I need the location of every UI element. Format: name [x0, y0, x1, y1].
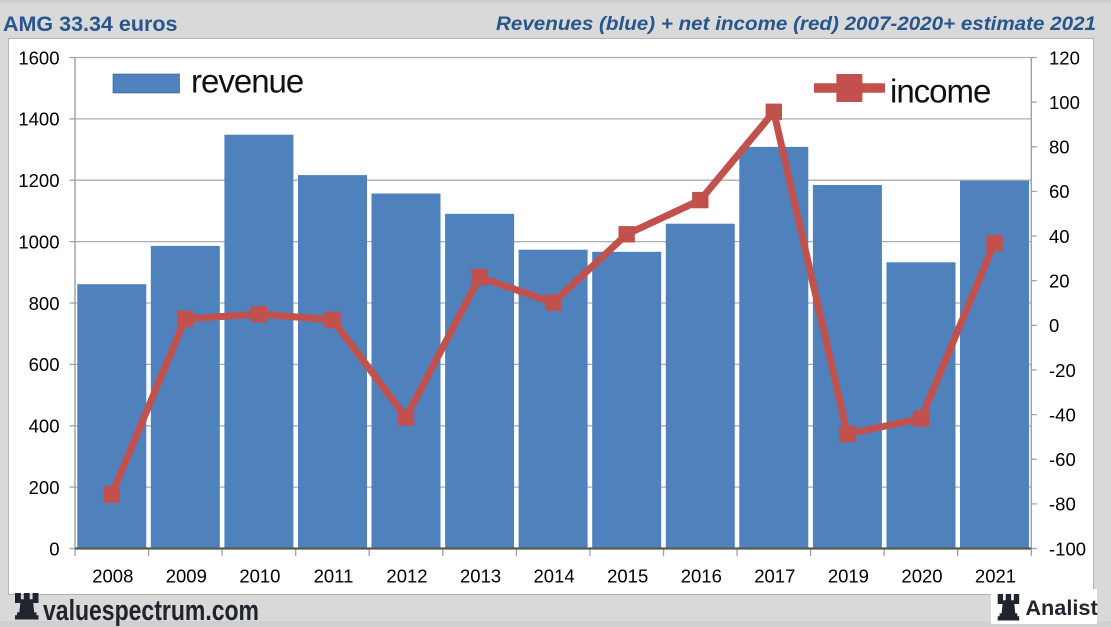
svg-text:20: 20 — [1049, 271, 1070, 292]
svg-text:2016: 2016 — [681, 566, 722, 587]
svg-text:2008: 2008 — [92, 566, 133, 587]
svg-text:1000: 1000 — [18, 231, 59, 252]
svg-text:2015: 2015 — [607, 566, 648, 587]
svg-text:2012: 2012 — [386, 566, 427, 587]
svg-text:80: 80 — [1049, 137, 1070, 158]
svg-text:-80: -80 — [1049, 494, 1076, 515]
svg-text:200: 200 — [29, 477, 60, 498]
svg-text:Revenues (blue) + net income (: Revenues (blue) + net income (red) 2007-… — [496, 13, 1096, 35]
svg-text:60: 60 — [1049, 181, 1070, 202]
svg-text:120: 120 — [1049, 47, 1080, 68]
svg-text:100: 100 — [1049, 92, 1080, 113]
svg-text:1400: 1400 — [18, 109, 59, 130]
svg-text:0: 0 — [49, 538, 59, 559]
svg-text:valuespectrum.com: valuespectrum.com — [43, 595, 259, 627]
svg-text:income: income — [890, 73, 990, 110]
svg-text:1200: 1200 — [18, 170, 59, 191]
svg-text:2013: 2013 — [460, 566, 501, 587]
svg-text:-100: -100 — [1049, 538, 1086, 559]
svg-text:-60: -60 — [1049, 449, 1076, 470]
svg-text:2017: 2017 — [754, 566, 795, 587]
svg-text:2010: 2010 — [239, 566, 280, 587]
svg-text:2014: 2014 — [534, 566, 575, 587]
svg-text:AMG 33.34 euros: AMG 33.34 euros — [3, 12, 177, 36]
svg-text:400: 400 — [29, 416, 60, 437]
svg-text:600: 600 — [29, 354, 60, 375]
svg-text:1600: 1600 — [18, 47, 59, 68]
svg-text:Analist: Analist — [1025, 595, 1097, 620]
svg-text:2021: 2021 — [975, 566, 1016, 587]
svg-text:revenue: revenue — [191, 63, 303, 100]
svg-text:2011: 2011 — [314, 566, 354, 587]
svg-text:0: 0 — [1049, 315, 1059, 336]
svg-text:40: 40 — [1049, 226, 1070, 247]
svg-text:800: 800 — [29, 293, 60, 314]
svg-text:2009: 2009 — [166, 566, 207, 587]
svg-text:-20: -20 — [1049, 360, 1076, 381]
svg-text:2019: 2019 — [828, 566, 869, 587]
svg-text:-40: -40 — [1049, 404, 1076, 425]
svg-text:2020: 2020 — [901, 566, 942, 587]
